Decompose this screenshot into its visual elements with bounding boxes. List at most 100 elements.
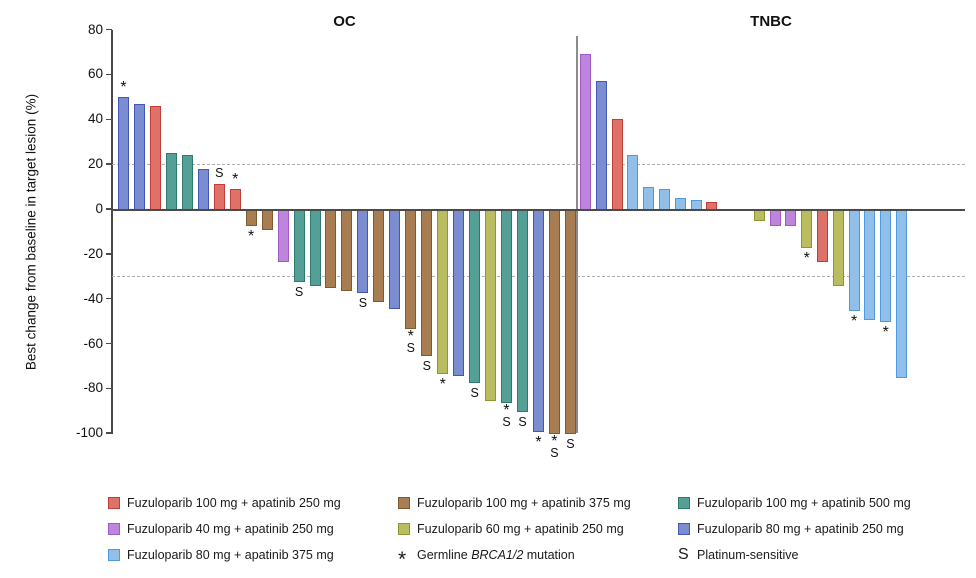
- y-tick-label: 80: [87, 21, 103, 37]
- bar: [532, 209, 544, 432]
- legend-label: Fuzuloparib 80 mg + apatinib 250 mg: [697, 522, 904, 536]
- legend-label: Fuzuloparib 100 mg + apatinib 375 mg: [417, 496, 631, 510]
- bar: [373, 209, 385, 302]
- bar: [848, 209, 860, 311]
- legend-label: Fuzuloparib 80 mg + apatinib 375 mg: [127, 548, 334, 562]
- brca-mutation-asterisk: *: [407, 327, 414, 345]
- legend-label-italic: BRCA1/2: [471, 548, 524, 562]
- bar: [769, 209, 781, 226]
- bar: [421, 209, 433, 356]
- bar: [753, 209, 765, 222]
- y-tick-label: -100: [75, 425, 103, 441]
- bar: [564, 209, 576, 435]
- bar: [580, 54, 591, 210]
- zero-baseline: [112, 209, 965, 211]
- y-tick-label: -80: [83, 380, 103, 396]
- bar: [357, 209, 369, 293]
- legend-label: Fuzuloparib 100 mg + apatinib 500 mg: [697, 496, 911, 510]
- y-tick: [106, 73, 112, 76]
- bar: [181, 155, 193, 210]
- legend-item: Fuzuloparib 80 mg + apatinib 250 mg: [678, 522, 911, 536]
- legend-swatch-ltblue-icon: [108, 549, 120, 561]
- bar: [293, 209, 305, 282]
- y-tick-label: 40: [87, 111, 103, 127]
- panel-title-tnbc: TNBC: [750, 13, 792, 30]
- legend-item: Fuzuloparib 80 mg + apatinib 375 mg: [108, 548, 398, 562]
- legend-item: Fuzuloparib 60 mg + apatinib 250 mg: [398, 522, 678, 536]
- platinum-sensitive-mark: S: [406, 340, 415, 355]
- legend-swatch-olive-icon: [398, 523, 410, 535]
- legend-swatch-brown-icon: [398, 497, 410, 509]
- bar: [277, 209, 289, 262]
- reference-line-20: [112, 164, 965, 166]
- platinum-sensitive-mark: S: [422, 358, 431, 373]
- bar: [213, 184, 225, 210]
- legend-swatch-blue-icon: [678, 523, 690, 535]
- y-tick-label: 60: [87, 66, 103, 82]
- y-tick: [106, 163, 112, 165]
- brca-asterisk-symbol: *: [398, 548, 407, 571]
- legend-label: Platinum-sensitive: [697, 548, 799, 562]
- bar: [149, 105, 161, 210]
- brca-mutation-asterisk: *: [882, 324, 889, 342]
- platinum-sensitive-mark: S: [502, 414, 511, 429]
- legend-item: * Germline BRCA1/2 mutation: [398, 548, 678, 571]
- bar: [341, 209, 353, 291]
- legend-item: S Platinum-sensitive: [678, 546, 911, 564]
- y-tick-label: -20: [83, 245, 103, 261]
- brca-mutation-asterisk: *: [803, 250, 810, 268]
- bar: [627, 155, 639, 210]
- bar: [133, 103, 145, 210]
- bar: [643, 186, 655, 210]
- legend-item: Fuzuloparib 100 mg + apatinib 250 mg: [108, 496, 398, 510]
- bar: [261, 209, 273, 231]
- y-tick: [106, 432, 112, 434]
- legend-label: Fuzuloparib 60 mg + apatinib 250 mg: [417, 522, 624, 536]
- legend-label: Fuzuloparib 40 mg + apatinib 250 mg: [127, 522, 334, 536]
- bar: [501, 209, 513, 403]
- y-tick-label: -60: [83, 335, 103, 351]
- bar: [896, 209, 907, 379]
- bar: [405, 209, 417, 329]
- bar: [864, 209, 876, 320]
- bar: [548, 209, 560, 435]
- bar: [389, 209, 401, 309]
- bar: [469, 209, 481, 383]
- bar: [832, 209, 844, 287]
- y-tick: [106, 28, 112, 31]
- bar-symbol-brca-and-platinum: * S: [402, 327, 420, 355]
- y-tick: [106, 387, 112, 390]
- y-tick: [106, 342, 112, 345]
- legend-item: Fuzuloparib 100 mg + apatinib 500 mg: [678, 496, 911, 510]
- y-tick-label: -40: [83, 290, 103, 306]
- y-axis-line: [111, 30, 113, 434]
- legend-swatch-purple-icon: [108, 523, 120, 535]
- bar: [229, 188, 241, 210]
- y-tick-label: 20: [87, 156, 103, 172]
- bar: [595, 81, 607, 210]
- legend-swatch-teal-icon: [678, 497, 690, 509]
- platinum-sensitive-mark: S: [518, 414, 527, 429]
- bar: [197, 168, 209, 210]
- bar: [611, 119, 623, 210]
- bar: [325, 209, 337, 289]
- legend-item: Fuzuloparib 40 mg + apatinib 250 mg: [108, 522, 398, 536]
- brca-mutation-asterisk: *: [850, 312, 858, 330]
- bar: [245, 209, 257, 226]
- brca-mutation-asterisk: *: [248, 227, 255, 245]
- platinum-sensitive-mark: S: [566, 437, 575, 452]
- brca-mutation-asterisk: *: [232, 170, 239, 188]
- y-tick: [106, 297, 112, 300]
- bar: [880, 209, 892, 323]
- bar: [309, 209, 321, 287]
- bar: [437, 209, 449, 374]
- y-tick: [106, 253, 112, 255]
- legend-swatch-red-icon: [108, 497, 120, 509]
- bar: [785, 209, 797, 226]
- legend: Fuzuloparib 100 mg + apatinib 250 mg Fuzu…: [108, 490, 911, 571]
- bar: [801, 209, 813, 249]
- legend-label: Fuzuloparib 100 mg + apatinib 250 mg: [127, 496, 341, 510]
- bar: [485, 209, 497, 401]
- bar: [453, 209, 465, 376]
